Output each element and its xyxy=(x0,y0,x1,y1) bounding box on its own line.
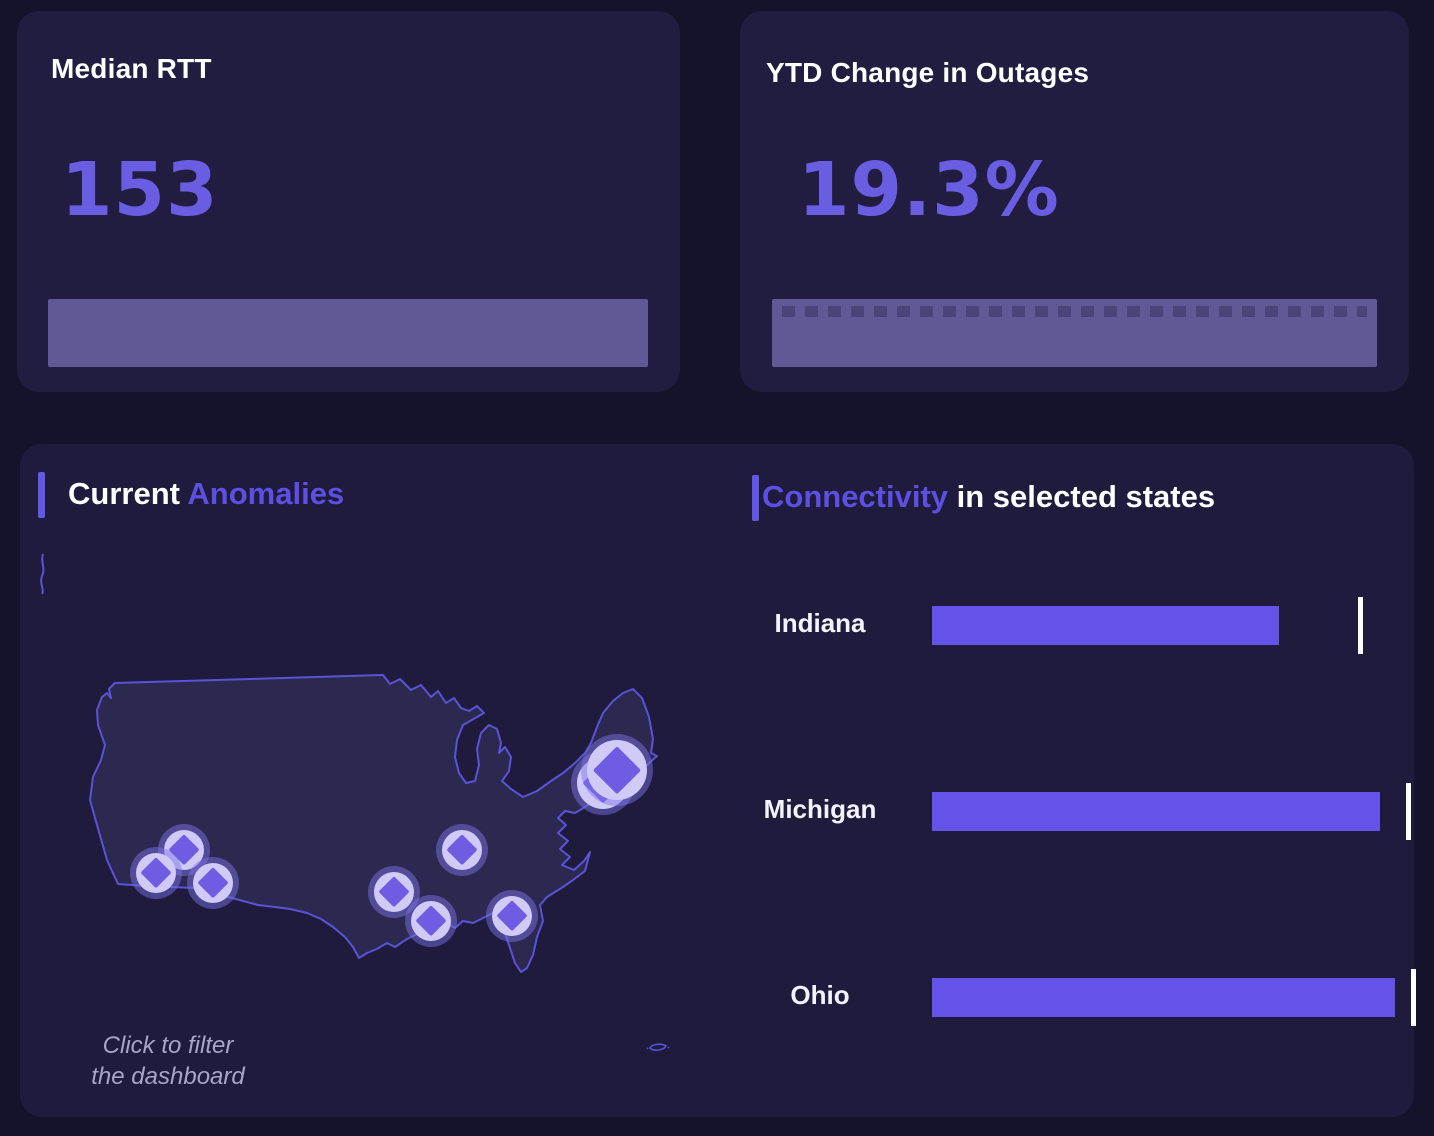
kpi-value: 153 xyxy=(61,147,219,233)
anomaly-marker[interactable] xyxy=(442,830,482,870)
diamond-icon xyxy=(140,857,172,889)
anomaly-marker[interactable] xyxy=(492,896,532,936)
kpi-trend-bar[interactable] xyxy=(48,299,648,367)
kpi-title: Median RTT xyxy=(51,53,212,84)
map-note: Click to filter the dashboard xyxy=(68,1030,268,1092)
anomaly-marker[interactable] xyxy=(587,740,647,800)
kpi-title: YTD Change in Outages xyxy=(766,57,1090,88)
map-fragment-west xyxy=(40,553,45,595)
state-label: Indiana xyxy=(774,608,866,638)
bar-row-michigan: Michigan xyxy=(20,761,1414,861)
state-label: Ohio xyxy=(790,980,850,1010)
reference-line-tick xyxy=(1406,783,1411,840)
section-accent-bar xyxy=(38,472,45,518)
kpi-card-median-rtt: Median RTT 153 xyxy=(17,11,680,392)
anomaly-marker[interactable] xyxy=(411,901,451,941)
diamond-icon xyxy=(378,876,410,908)
diamond-icon xyxy=(197,867,229,899)
diamond-icon xyxy=(496,900,528,932)
bar-row-indiana: Indiana xyxy=(20,575,1414,675)
title-highlight: Connectivity xyxy=(762,479,949,514)
map-section-title: Current Anomalies xyxy=(68,476,344,512)
anomaly-marker[interactable] xyxy=(136,853,176,893)
connectivity-bar[interactable] xyxy=(932,792,1380,831)
bar-section-title: Connectivity in selected states xyxy=(762,479,1215,515)
reference-line-tick xyxy=(1411,969,1416,1026)
map-note-line2: the dashboard xyxy=(91,1063,245,1090)
state-label: Michigan xyxy=(763,794,877,824)
kpi-trend-bar[interactable] xyxy=(772,299,1377,367)
map-note-line1: Click to filter xyxy=(102,1032,234,1059)
bottom-panel: Current Anomalies Connectivity in select… xyxy=(20,444,1416,1117)
kpi-card-ytd-outages: YTD Change in Outages 19.3% xyxy=(740,11,1409,392)
anomaly-marker[interactable] xyxy=(193,863,233,903)
map-fragment-island xyxy=(646,1043,670,1051)
kpi-value: 19.3% xyxy=(798,147,1060,233)
title-prefix: Current xyxy=(68,476,188,511)
diamond-icon xyxy=(415,905,447,937)
connectivity-bar[interactable] xyxy=(932,978,1395,1017)
title-suffix: in selected states xyxy=(948,479,1216,514)
reference-line-tick xyxy=(1358,597,1363,654)
bar-row-ohio: Ohio xyxy=(20,947,1416,1047)
connectivity-bar[interactable] xyxy=(932,606,1279,645)
anomaly-marker[interactable] xyxy=(374,872,414,912)
title-highlight: Anomalies xyxy=(187,476,345,511)
section-accent-bar xyxy=(752,475,759,521)
